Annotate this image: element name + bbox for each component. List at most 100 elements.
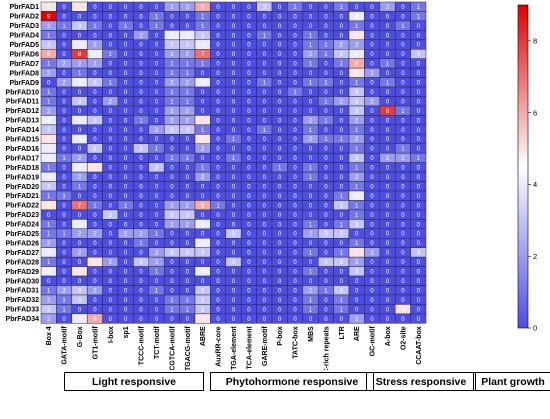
column-label: O2-site <box>400 326 407 350</box>
cell-value: 1 <box>355 147 359 153</box>
cell-value: 0 <box>293 270 297 276</box>
cell-value: 0 <box>139 166 143 172</box>
cell-value: 0 <box>309 260 313 266</box>
cell-value: 5 <box>93 166 97 172</box>
cell-value: 0 <box>139 71 143 77</box>
cell-value: 0 <box>370 213 374 219</box>
row-label: PbrFAD5 <box>9 42 39 49</box>
colorbar-tick-label: 6 <box>533 108 537 117</box>
cell-value: 3 <box>47 307 51 313</box>
cell-value: 2 <box>47 71 51 77</box>
cell-value: 0 <box>263 166 267 172</box>
cell-value: 0 <box>155 279 159 285</box>
cell-value: 0 <box>386 288 390 294</box>
cell-value: 1 <box>93 24 97 30</box>
cell-value: 0 <box>109 166 113 172</box>
cell-value: 1 <box>47 33 51 39</box>
cell-value: 0 <box>263 118 267 124</box>
cell-value: 1 <box>340 194 344 200</box>
cell-value: 2 <box>201 147 205 153</box>
cell-value: 0 <box>139 270 143 276</box>
cell-value: 2 <box>355 260 359 266</box>
row-label: PbrFAD4 <box>9 33 39 40</box>
cell-value: 0 <box>370 175 374 181</box>
cell-value: 1 <box>109 81 113 87</box>
cell-value: 0 <box>401 203 405 209</box>
cell-value: 1 <box>324 81 328 87</box>
cell-value: 0 <box>155 222 159 228</box>
cell-value: 0 <box>247 33 251 39</box>
cell-value: 0 <box>386 147 390 153</box>
cell-value: 2 <box>355 43 359 49</box>
cell-value: 0 <box>278 156 282 162</box>
cell-value: 0 <box>278 298 282 304</box>
cell-value: 0 <box>247 156 251 162</box>
cell-value: 1 <box>186 90 190 96</box>
cell-value: 0 <box>324 175 328 181</box>
cell-value: 0 <box>417 81 421 87</box>
cell-value: 0 <box>93 213 97 219</box>
cell-value: 0 <box>109 251 113 257</box>
cell-value: 0 <box>324 71 328 77</box>
cell-value: 0 <box>232 43 236 49</box>
cell-value: 0 <box>62 33 66 39</box>
cell-value: 0 <box>355 5 359 11</box>
cell-value: 0 <box>124 43 128 49</box>
cell-value: 0 <box>78 147 82 153</box>
cell-value: 5 <box>355 33 359 39</box>
cell-value: 0 <box>324 147 328 153</box>
cell-value: 0 <box>278 288 282 294</box>
cell-value: 0 <box>324 14 328 20</box>
row-label: PbrFAD11 <box>6 99 39 106</box>
column-label: TATC-box <box>293 326 300 359</box>
cell-value: 1 <box>340 5 344 11</box>
cell-value: 1 <box>355 81 359 87</box>
cell-value: 0 <box>139 222 143 228</box>
cell-value: 0 <box>247 222 251 228</box>
cell-value: 1 <box>62 307 66 313</box>
column-label: GARE-motif <box>262 326 269 366</box>
cell-value: 0 <box>340 90 344 96</box>
cell-value: 6 <box>93 317 97 323</box>
row-label: PbrFAD28 <box>6 259 40 266</box>
cell-value: 0 <box>232 33 236 39</box>
cell-value: 3 <box>139 147 143 153</box>
cell-value: 1 <box>155 147 159 153</box>
cell-value: 1 <box>47 166 51 172</box>
cell-value: 3 <box>340 52 344 58</box>
cell-value: 0 <box>216 166 220 172</box>
cell-value: 0 <box>93 33 97 39</box>
cell-value: 0 <box>401 213 405 219</box>
cell-value: 0 <box>232 166 236 172</box>
cell-value: 1 <box>170 90 174 96</box>
cell-value: 1 <box>186 307 190 313</box>
cell-value: 0 <box>247 317 251 323</box>
cell-value: 0 <box>139 213 143 219</box>
cell-value: 0 <box>340 317 344 323</box>
cell-value: 0 <box>263 270 267 276</box>
cell-value: 2 <box>355 317 359 323</box>
cell-value: 0 <box>124 118 128 124</box>
cell-value: 0 <box>417 184 421 190</box>
row-label: PbrFAD8 <box>9 70 39 77</box>
colorbar-tick-label: 4 <box>533 180 537 189</box>
cell-value: 1 <box>139 241 143 247</box>
cell-value: 1 <box>47 232 51 238</box>
row-label: PbrFAD20 <box>6 184 40 191</box>
cell-value: 1 <box>386 62 390 68</box>
cell-value: 0 <box>62 43 66 49</box>
cell-value: 0 <box>109 137 113 143</box>
cell-value: 0 <box>370 317 374 323</box>
cell-value: 1 <box>62 298 66 304</box>
cell-value: 1 <box>355 166 359 172</box>
cell-value: 0 <box>109 24 113 30</box>
cell-value: 0 <box>309 194 313 200</box>
cell-value: 2 <box>62 62 66 68</box>
cell-value: 0 <box>247 203 251 209</box>
cell-value: 0 <box>370 241 374 247</box>
cell-value: 0 <box>386 43 390 49</box>
cell-value: 0 <box>109 33 113 39</box>
cell-value: 0 <box>247 52 251 58</box>
cell-value: 0 <box>78 109 82 115</box>
cell-value: 0 <box>370 24 374 30</box>
